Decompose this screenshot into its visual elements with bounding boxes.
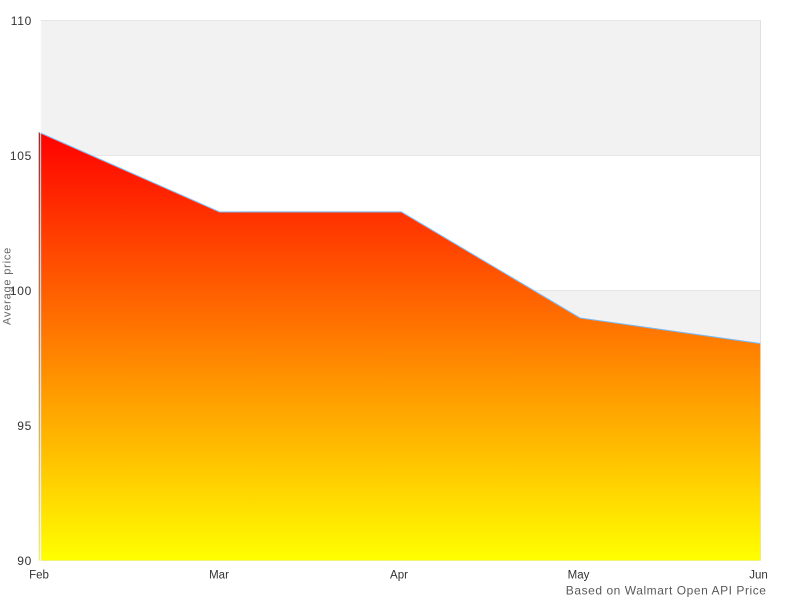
svg-text:90: 90 (17, 554, 32, 568)
svg-text:95: 95 (17, 419, 32, 433)
svg-text:105: 105 (10, 149, 32, 163)
svg-text:Jun: Jun (749, 570, 768, 582)
svg-text:Average price: Average price (2, 247, 14, 325)
svg-text:110: 110 (11, 14, 32, 28)
svg-text:Feb: Feb (29, 570, 49, 582)
svg-text:Apr: Apr (390, 570, 408, 582)
svg-text:100: 100 (10, 284, 32, 298)
svg-text:Based on Walmart Open API Pric: Based on Walmart Open API Price (566, 584, 767, 598)
svg-text:May: May (568, 570, 590, 582)
svg-text:Mar: Mar (209, 570, 229, 582)
